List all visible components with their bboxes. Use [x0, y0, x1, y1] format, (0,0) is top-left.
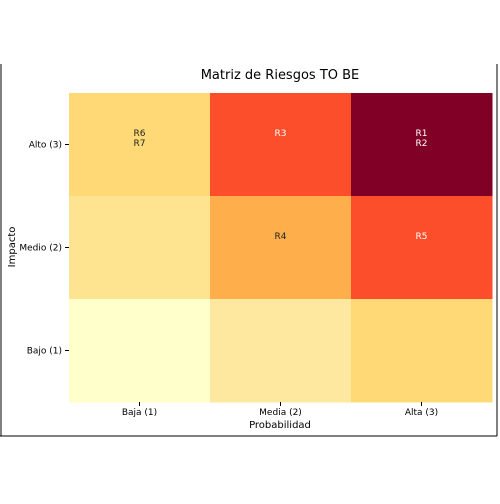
- y-tick-label: Bajo (1): [27, 347, 62, 357]
- heatmap-cell: [210, 299, 352, 403]
- cell-risk-label: R4: [275, 232, 287, 242]
- x-tick-label: Alta (3): [405, 408, 438, 418]
- cell-risk-label: R7: [134, 139, 146, 149]
- heatmap-cell: [69, 93, 211, 197]
- cell-risk-label: R6: [134, 129, 146, 139]
- heatmap-cell: [69, 299, 211, 403]
- x-axis-label: Probabilidad: [249, 420, 311, 431]
- y-axis-label: Impacto: [7, 227, 18, 268]
- y-tick-label: Medio (2): [19, 244, 62, 254]
- cell-risk-label: R2: [416, 139, 428, 149]
- chart-title: Matriz de Riesgos TO BE: [201, 68, 360, 83]
- heatmap-cell: [210, 93, 352, 197]
- cell-risk-label: R5: [416, 232, 428, 242]
- x-tick-label: Baja (1): [122, 408, 157, 418]
- heatmap-cell: [210, 196, 352, 300]
- cell-risk-label: R1: [416, 129, 428, 139]
- x-tick-label: Media (2): [259, 408, 302, 418]
- cell-risk-label: R3: [275, 129, 287, 139]
- y-tick-label: Alto (3): [29, 141, 62, 151]
- heatmap-cell: [351, 93, 493, 197]
- heatmap-cell: [351, 196, 493, 300]
- axis-ticks: Baja (1) Media (2) Alta (3) Alto (3) Medio (…: [19, 141, 438, 419]
- heatmap-cell: [351, 299, 493, 403]
- heatmap-cell: [69, 196, 211, 300]
